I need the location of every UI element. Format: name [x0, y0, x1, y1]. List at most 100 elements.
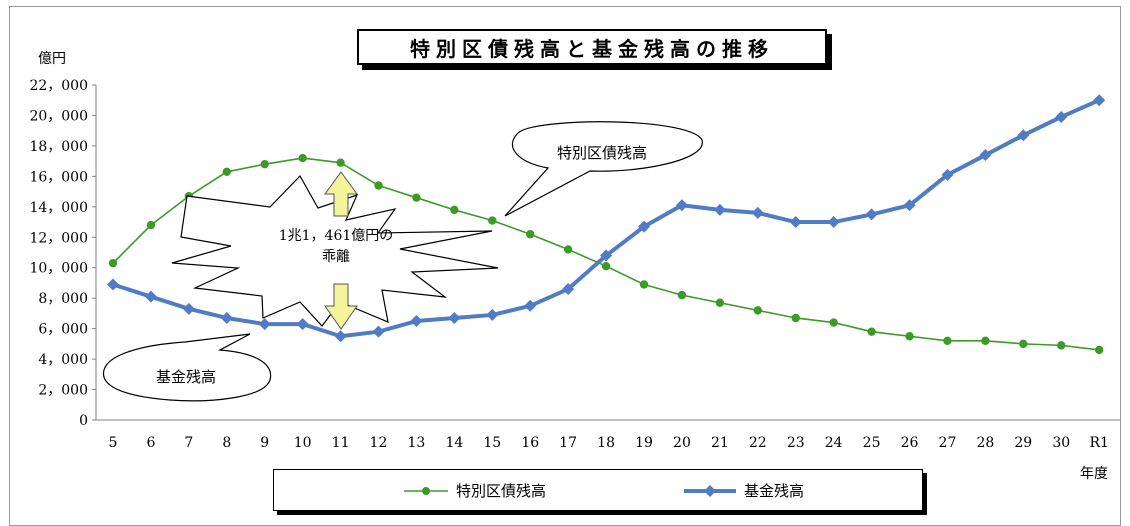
fund-callout-text: 基金残高	[156, 368, 216, 386]
fund-data-point	[107, 278, 119, 291]
fund-data-point	[448, 311, 461, 324]
fund-data-point	[524, 299, 537, 312]
chart-axes	[92, 84, 1120, 421]
y-tick-label: 6，000	[38, 322, 88, 338]
x-tick-label: 13	[408, 435, 426, 451]
fund-data-point	[941, 168, 954, 181]
bonds-data-point	[943, 336, 952, 346]
fund-data-point	[1017, 129, 1030, 142]
bonds-data-point	[829, 318, 838, 327]
bonds-data-point	[677, 290, 687, 300]
y-tick-label: 16，000	[29, 169, 88, 185]
fund-data-point	[562, 283, 575, 296]
bonds-data-point	[146, 220, 156, 230]
fund-data-point	[258, 318, 271, 331]
x-tick-label: 18	[597, 435, 615, 451]
line-chart: 0 2，000 4，000 6，000 8，000 10，000 12，000 14，000 1…	[29, 78, 1120, 451]
bonds-data-point	[639, 280, 649, 289]
legend-fund-label: 基金残高	[744, 482, 805, 500]
fund-data-point	[410, 315, 423, 328]
gap-callout-line2: 乖離	[322, 248, 350, 265]
x-tick-label: 17	[559, 435, 577, 451]
x-tick-label: 30	[1052, 435, 1070, 451]
y-unit-label: 億円	[38, 51, 66, 67]
fund-data-point	[789, 216, 802, 229]
x-tick-label: 25	[863, 435, 881, 451]
fund-data-point	[827, 216, 840, 229]
bonds-data-point	[412, 193, 421, 202]
fund-data-point	[1055, 110, 1068, 123]
fund-data-point	[751, 206, 764, 219]
legend-item-fund: 基金残高	[684, 480, 804, 501]
x-tick-label: 12	[370, 435, 388, 451]
bonds-data-point	[905, 332, 914, 341]
bonds-data-point	[601, 262, 611, 271]
y-tick-label: 8，000	[38, 291, 88, 307]
chart-title: 特別区債残高と基金残高の推移	[357, 29, 827, 65]
bonds-data-point	[260, 159, 269, 169]
x-tick-label: 21	[711, 435, 729, 451]
bonds-data-point	[715, 298, 725, 307]
x-tick-label: 23	[787, 435, 805, 451]
x-tick-label: 20	[673, 435, 691, 451]
y-tick-label: 18，000	[29, 139, 88, 155]
x-tick-label: 19	[635, 435, 653, 451]
x-tick-label: 28	[976, 435, 994, 451]
bonds-data-point	[753, 306, 763, 315]
x-tick-label: 9	[260, 435, 269, 451]
x-tick-label: 15	[483, 435, 501, 451]
bonds-data-point	[374, 181, 383, 190]
y-tick-label: 20，000	[29, 108, 88, 124]
y-tick-label: 14，000	[29, 200, 88, 216]
series-markers	[107, 94, 1106, 355]
arrow-up-icon	[324, 171, 358, 217]
fund-data-point	[182, 302, 195, 315]
fund-data-point	[1093, 94, 1106, 107]
gap-explosion-callout: 1兆1，461億円の 乖離	[171, 175, 499, 327]
x-tick-label: 22	[749, 435, 767, 451]
fund-data-point	[334, 330, 347, 343]
bonds-data-point	[1057, 341, 1066, 350]
fund-data-point	[903, 199, 916, 212]
bonds-data-point	[526, 230, 535, 239]
x-tick-label: 11	[332, 435, 350, 451]
bonds-callout: 特別区債残高	[504, 121, 703, 217]
x-tick-labels: 5 6 7 8 9 10 11 12 13 14 15 16 17 18 19 20 21 22 23 24 25 26 2…	[109, 435, 1109, 451]
fund-data-point	[979, 149, 992, 162]
x-tick-label: 16	[521, 435, 539, 451]
y-tick-label: 12，000	[29, 230, 88, 246]
gap-double-arrow	[324, 171, 358, 330]
fund-data-point	[865, 208, 878, 221]
bonds-callout-text: 特別区債残高	[557, 144, 647, 162]
fund-data-point	[220, 311, 233, 324]
bonds-data-point	[791, 313, 800, 323]
y-tick-label: 22，000	[29, 78, 88, 94]
x-unit-label: 年度	[1080, 466, 1108, 482]
y-tick-label: 0	[79, 413, 88, 429]
bonds-data-point	[867, 327, 876, 336]
legend: 特別区債残高 基金残高	[273, 469, 923, 511]
fund-data-point	[296, 318, 309, 331]
legend-fund-swatch	[684, 482, 736, 500]
x-tick-label: 26	[901, 435, 919, 451]
fund-data-point	[486, 308, 499, 321]
arrow-down-icon	[324, 283, 358, 330]
legend-item-bonds: 特別区債残高	[404, 480, 546, 501]
bonds-data-point	[1094, 345, 1104, 355]
y-tick-label: 4，000	[38, 352, 88, 368]
x-tick-label: 7	[184, 435, 193, 451]
bonds-data-point	[981, 336, 990, 346]
x-tick-label: 27	[939, 435, 957, 451]
bonds-data-point	[108, 258, 118, 268]
x-tick-label: 8	[222, 435, 231, 451]
gap-callout-line1: 1兆1，461億円の	[279, 228, 394, 244]
bonds-data-point	[450, 205, 459, 215]
legend-bonds-swatch	[404, 482, 448, 500]
fund-callout: 基金残高	[102, 333, 272, 402]
bonds-data-point	[298, 153, 307, 163]
x-tick-label: 5	[109, 435, 118, 451]
fund-data-point	[144, 290, 157, 303]
bonds-data-point	[563, 245, 573, 254]
fund-data-point	[600, 249, 613, 262]
y-tick-labels: 0 2，000 4，000 6，000 8，000 10，000 12，000 14，000 1…	[29, 78, 88, 429]
